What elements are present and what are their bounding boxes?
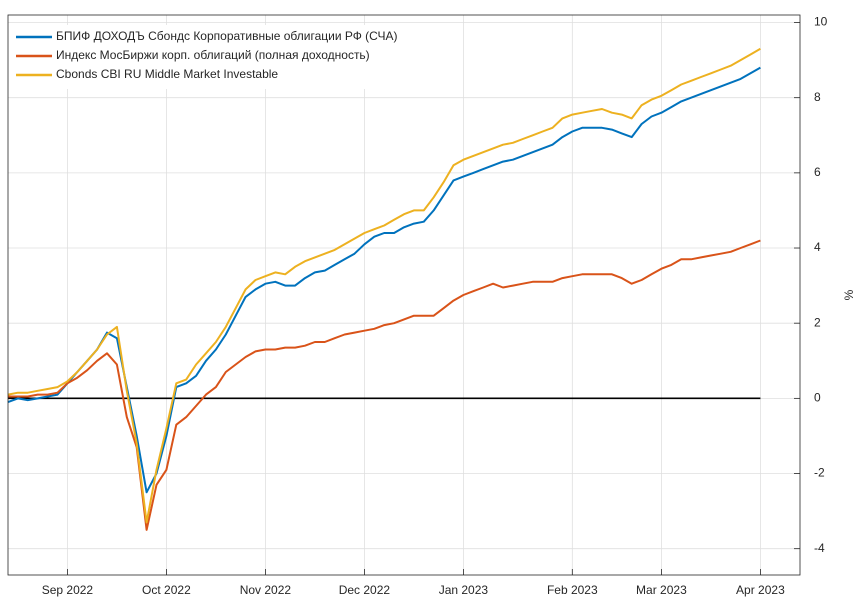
x-tick-label: Mar 2023: [636, 583, 687, 597]
legend-label: Cbonds CBI RU Middle Market Investable: [56, 67, 278, 81]
x-tick-label: Apr 2023: [736, 583, 785, 597]
series-line: [7, 47, 761, 524]
legend-label: БПИФ ДОХОДЪ Сбондс Корпоративные облигац…: [56, 29, 397, 43]
series-line: [7, 66, 761, 494]
y-tick-label: 2: [814, 315, 821, 329]
legend: БПИФ ДОХОДЪ Сбондс Корпоративные облигац…: [12, 25, 452, 89]
x-tick-label: Oct 2022: [142, 583, 191, 597]
y-axis-label: %: [842, 289, 855, 300]
series-line: [8, 239, 761, 531]
legend-box: [12, 25, 452, 89]
x-tick-label: Sep 2022: [42, 583, 94, 597]
y-tick-label: 10: [814, 15, 828, 29]
plot-area: [8, 15, 800, 575]
y-tick-label: 6: [814, 165, 821, 179]
lines: [7, 47, 761, 531]
y-tick-label: -4: [814, 541, 825, 555]
x-tick-label: Dec 2022: [339, 583, 391, 597]
x-tick-label: Nov 2022: [240, 583, 292, 597]
axes-box: [7, 14, 801, 576]
x-tick-label: Feb 2023: [547, 583, 598, 597]
y-tick-label: 4: [814, 240, 821, 254]
x-tick-label: Jan 2023: [439, 583, 489, 597]
y-tick-label: -2: [814, 466, 825, 480]
y-tick-label: 8: [814, 90, 821, 104]
legend-label: Индекс МосБиржи корп. облигаций (полная …: [56, 48, 370, 62]
y-tick-label: 0: [814, 391, 821, 405]
